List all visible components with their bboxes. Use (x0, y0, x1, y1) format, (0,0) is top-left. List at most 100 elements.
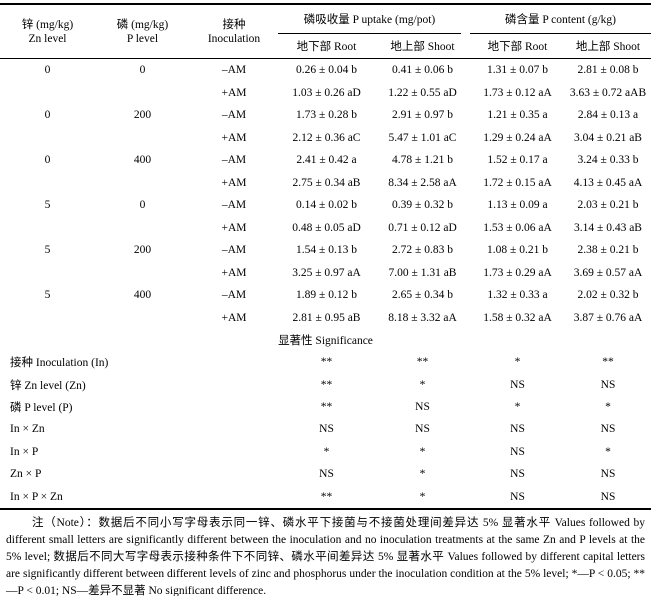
table-row: +AM 2.75 ± 0.34 aB 8.34 ± 2.58 aA 1.72 ±… (0, 172, 651, 195)
content-root-cell: 1.72 ± 0.15 aA (483, 176, 552, 189)
table-row: 0 0 –AM 0.26 ± 0.04 b 0.41 ± 0.06 b 1.31… (0, 59, 651, 82)
table-row: +AM 1.03 ± 0.26 aD 1.22 ± 0.55 aD 1.73 ±… (0, 82, 651, 105)
significance-value: ** (320, 378, 333, 391)
significance-value: * (514, 400, 521, 413)
content-shoot-cell: 2.03 ± 0.21 b (577, 199, 639, 212)
significance-value: * (419, 378, 426, 391)
content-root-cell: 1.32 ± 0.33 a (487, 289, 548, 302)
significance-value: ** (602, 356, 614, 369)
p-level-cell: 400 (133, 154, 152, 167)
significance-value: ** (416, 356, 429, 369)
significance-factor-label: In × Zn (10, 423, 45, 436)
uptake-root-cell: 0.48 ± 0.05 aD (292, 221, 361, 234)
col-header-inoc-en: Inoculation (207, 32, 261, 45)
uptake-shoot-cell: 1.22 ± 0.55 aD (388, 86, 457, 99)
significance-value: * (605, 400, 611, 413)
uptake-root-cell: 1.03 ± 0.26 aD (292, 86, 361, 99)
content-root-cell: 1.08 ± 0.21 b (487, 244, 548, 257)
significance-section-title: 显著性 Significance (278, 335, 373, 347)
uptake-root-cell: 1.73 ± 0.28 b (296, 109, 357, 122)
inoculation-cell: +AM (221, 86, 247, 99)
inoculation-cell: +AM (221, 221, 247, 234)
uptake-root-cell: 1.54 ± 0.13 b (296, 244, 357, 257)
col-group-p-uptake-title: 磷吸收量 P uptake (mg/pot) (278, 5, 461, 34)
uptake-shoot-cell: 8.18 ± 3.32 aA (388, 311, 457, 324)
uptake-shoot-cell: 7.00 ± 1.31 aB (388, 266, 457, 279)
content-root-cell: 1.73 ± 0.29 aA (483, 266, 552, 279)
significance-row: In × Zn NS NS NS NS (0, 418, 651, 440)
table-row: 5 200 –AM 1.54 ± 0.13 b 2.72 ± 0.83 b 1.… (0, 239, 651, 262)
col-subheader-uptake-root: 地下部 Root (296, 41, 357, 53)
content-shoot-cell: 3.24 ± 0.33 b (577, 154, 639, 167)
content-shoot-cell: 4.13 ± 0.45 aA (573, 176, 643, 189)
significance-factor-label: 磷 P level (P) (10, 401, 73, 414)
p-level-cell: 200 (133, 244, 152, 257)
content-root-cell: 1.58 ± 0.32 aA (483, 311, 552, 324)
significance-row: 锌 Zn level (Zn) ** * NS NS (0, 373, 651, 395)
table-row: 0 200 –AM 1.73 ± 0.28 b 2.91 ± 0.97 b 1.… (0, 104, 651, 127)
p-uptake-subheaders: 地下部 Root 地上部 Shoot (278, 34, 470, 58)
significance-value: NS (600, 423, 616, 436)
significance-value: * (323, 445, 330, 458)
zn-level-cell: 0 (44, 64, 51, 77)
uptake-shoot-cell: 0.71 ± 0.12 aD (388, 221, 457, 234)
significance-value: NS (415, 423, 430, 436)
significance-value: NS (319, 468, 334, 481)
significance-row: Zn × P NS * NS NS (0, 463, 651, 485)
inoculation-cell: +AM (221, 176, 247, 189)
uptake-root-cell: 2.75 ± 0.34 aB (292, 176, 361, 189)
significance-value: ** (320, 356, 333, 369)
significance-row: In × P * * NS * (0, 441, 651, 463)
content-shoot-cell: 2.02 ± 0.32 b (577, 289, 639, 302)
inoculation-cell: –AM (221, 154, 247, 167)
zn-level-cell: 5 (44, 244, 51, 257)
col-header-p-en: P level (126, 32, 159, 45)
significance-value: * (419, 445, 426, 458)
inoculation-cell: –AM (221, 244, 247, 257)
inoculation-cell: +AM (221, 131, 247, 144)
content-root-cell: 1.53 ± 0.06 aA (483, 221, 552, 234)
uptake-shoot-cell: 2.65 ± 0.34 b (392, 289, 453, 302)
significance-value: NS (319, 423, 334, 436)
table-row: 5 400 –AM 1.89 ± 0.12 b 2.65 ± 0.34 b 1.… (0, 284, 651, 307)
content-root-cell: 1.73 ± 0.12 aA (483, 86, 552, 99)
significance-value: ** (320, 400, 333, 413)
content-shoot-cell: 2.81 ± 0.08 b (577, 64, 639, 77)
uptake-root-cell: 2.41 ± 0.42 a (296, 154, 357, 167)
significance-value: ** (320, 490, 333, 503)
inoculation-cell: –AM (221, 64, 247, 77)
significance-factor-label: 锌 Zn level (Zn) (10, 379, 86, 392)
uptake-root-cell: 0.26 ± 0.04 b (296, 64, 357, 77)
significance-factor-label: 接种 Inoculation (In) (10, 357, 109, 370)
significance-factor-label: Zn × P (10, 468, 42, 481)
uptake-shoot-cell: 2.91 ± 0.97 b (392, 109, 453, 122)
uptake-root-cell: 2.12 ± 0.36 aC (292, 131, 361, 144)
content-shoot-cell: 3.69 ± 0.57 aA (573, 266, 643, 279)
significance-row: 接种 Inoculation (In) ** ** * ** (0, 351, 651, 373)
significance-value: * (419, 468, 426, 481)
significance-factor-label: In × P × Zn (10, 490, 63, 503)
inoculation-cell: –AM (221, 199, 247, 212)
col-header-inoculation: 接种 Inoculation (190, 5, 278, 58)
p-level-cell: 0 (139, 199, 146, 212)
table-row: 0 400 –AM 2.41 ± 0.42 a 4.78 ± 1.21 b 1.… (0, 149, 651, 172)
significance-value: NS (600, 378, 616, 391)
uptake-shoot-cell: 2.72 ± 0.83 b (392, 244, 453, 257)
col-header-p-zh: 磷 (mg/kg) (116, 18, 169, 31)
table-header: 锌 (mg/kg) Zn level 磷 (mg/kg) P level 接种 … (0, 5, 651, 59)
col-header-p-level: 磷 (mg/kg) P level (95, 5, 190, 58)
significance-value: NS (510, 423, 525, 436)
table-row: 5 0 –AM 0.14 ± 0.02 b 0.39 ± 0.32 b 1.13… (0, 194, 651, 217)
col-subheader-uptake-shoot: 地上部 Shoot (390, 41, 455, 53)
p-level-cell: 200 (133, 109, 152, 122)
significance-value: NS (415, 400, 430, 413)
significance-value: NS (510, 378, 525, 391)
content-shoot-cell: 3.04 ± 0.21 aB (574, 131, 642, 144)
p-content-subheaders: 地下部 Root 地上部 Shoot (470, 34, 651, 58)
uptake-shoot-cell: 8.34 ± 2.58 aA (388, 176, 457, 189)
significance-value: NS (510, 490, 525, 503)
inoculation-cell: +AM (221, 311, 247, 324)
inoculation-cell: +AM (221, 266, 247, 279)
p-level-cell: 400 (133, 289, 152, 302)
